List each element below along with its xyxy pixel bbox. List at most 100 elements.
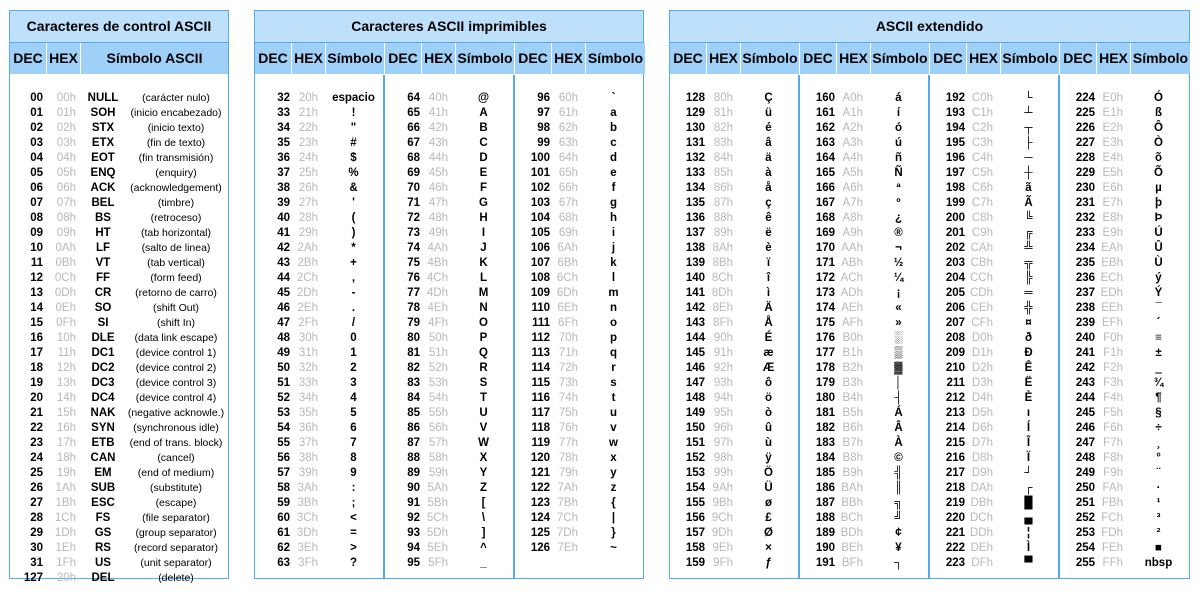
table-row: 207 CFh ¤ <box>930 316 1058 331</box>
symbol-cell: â <box>765 137 772 149</box>
table-row: 42 2Ah * <box>255 241 383 256</box>
dec-cell: 231 <box>1075 197 1095 209</box>
symbol-cell: 6 <box>350 422 357 434</box>
symbol-cell: ¡ <box>896 287 901 299</box>
hex-cell: EAh <box>1101 242 1123 254</box>
header-hex: HEX <box>837 43 871 74</box>
symbol-cell: ç <box>765 197 772 209</box>
hex-cell: B5h <box>842 407 863 419</box>
hex-cell: 87h <box>713 197 733 209</box>
dec-cell: 245 <box>1075 407 1095 419</box>
dec-cell: 149 <box>685 407 705 419</box>
table-row: 79 4Fh O <box>385 316 513 331</box>
table-row: 190 BEh ¥ <box>800 541 928 556</box>
symbol-cell: > <box>350 542 357 554</box>
hex-cell: 8Fh <box>713 317 733 329</box>
symbol-cell: EOT <box>91 152 115 164</box>
hex-cell: 5Ch <box>426 512 448 524</box>
dec-cell: 49 <box>277 347 290 359</box>
hex-cell: 5Fh <box>428 557 448 569</box>
header-symbol: Símbolo <box>741 43 800 74</box>
symbol-cell: ñ <box>894 152 903 164</box>
dec-cell: 58 <box>277 482 290 494</box>
hex-cell: 94h <box>713 392 733 404</box>
header-dec: DEC <box>800 43 837 74</box>
table-row: 09 09h HT (tab horizontal) <box>10 226 228 241</box>
hex-cell: 6Ah <box>557 242 578 254</box>
table-row: 29 1Dh GS (group separator) <box>10 526 228 541</box>
table-row: 73 49h I <box>385 226 513 241</box>
table-row: 82 52h R <box>385 361 513 376</box>
hex-cell: BCh <box>840 512 863 524</box>
table-row: 166 A6h ª <box>800 181 928 196</box>
dec-cell: 95 <box>407 557 420 569</box>
dec-cell: 07 <box>30 197 43 209</box>
dec-cell: 171 <box>815 257 835 269</box>
header-symbol: Símbolo <box>1131 43 1190 74</box>
dec-cell: 104 <box>530 212 550 224</box>
hex-cell: 2Ch <box>296 272 318 284</box>
hex-cell: 73h <box>558 377 578 389</box>
hex-cell: 98h <box>713 452 733 464</box>
symbol-cell: ú <box>894 137 903 149</box>
table-row: 246 F6h ÷ <box>1060 421 1189 436</box>
table-row: 93 5Dh] <box>385 526 513 541</box>
dec-cell: 27 <box>30 497 43 509</box>
table-row: 129 81h ü <box>670 106 798 121</box>
table-row: 245 F5h § <box>1060 406 1189 421</box>
table-row: 40 28h ( <box>255 211 383 226</box>
hex-cell: E4h <box>1102 152 1123 164</box>
dec-cell: 14 <box>30 302 43 314</box>
table-row: 91 5Bh [ <box>385 496 513 511</box>
table-row: 22 16h SYN (synchronous idle) <box>10 421 228 436</box>
hex-cell: CDh <box>969 287 993 299</box>
symbol-cell: Ö <box>764 467 773 479</box>
symbol-cell: \ <box>481 512 486 524</box>
table-row: 86 56h V <box>385 421 513 436</box>
symbol-cell: W <box>478 437 489 449</box>
dec-cell: 213 <box>945 407 965 419</box>
symbol-cell: é <box>765 122 772 134</box>
symbol-cell: ┴ <box>1024 107 1033 119</box>
dec-cell: 138 <box>685 242 705 254</box>
table-row: 211 D3h Ë <box>930 376 1058 391</box>
table-row: 72 48h H <box>385 211 513 226</box>
symbol-cell: DC4 <box>91 392 115 404</box>
table-row: 145 91h æ <box>670 346 798 361</box>
dec-cell: 98 <box>537 122 550 134</box>
table-row: 168 A8h ¿ <box>800 211 928 226</box>
hex-cell: 7Dh <box>556 527 578 539</box>
table-row: 209 D1h Ð <box>930 346 1058 361</box>
hex-cell: EBh <box>1101 257 1123 269</box>
dec-cell: 101 <box>530 167 550 179</box>
table-row: 217 D9h ┘ <box>930 466 1058 481</box>
symbol-cell: ┬ <box>1024 122 1033 134</box>
table-row: 75 4Bh K <box>385 256 513 271</box>
table-row: 140 8Ch î <box>670 271 798 286</box>
hex-cell: 35h <box>298 407 318 419</box>
dec-cell: 197 <box>945 167 965 179</box>
symbol-cell: À <box>894 437 903 449</box>
hex-cell: F0h <box>1103 332 1123 344</box>
symbol-cell: BEL <box>91 197 115 209</box>
dec-cell: 206 <box>945 302 965 314</box>
table-row: 238 EEh ¯ <box>1060 301 1189 316</box>
symbol-cell: $ <box>350 152 357 164</box>
dec-cell: 53 <box>277 407 290 419</box>
dec-cell: 41 <box>277 227 290 239</box>
hex-cell: A2h <box>842 122 863 134</box>
table-row: 41 29h) <box>255 226 383 241</box>
symbol-cell: X <box>479 452 488 464</box>
hex-cell: BFh <box>841 557 863 569</box>
table-row: 63 3Fh? <box>255 556 383 571</box>
dec-cell: 121 <box>530 467 550 479</box>
symbol-cell: ▀ <box>1024 557 1033 569</box>
symbol-cell: d <box>609 152 618 164</box>
hex-cell: 60h <box>558 92 578 104</box>
hex-cell: 7Ah <box>557 482 578 494</box>
symbol-cell: NULL <box>87 92 119 104</box>
symbol-cell: BS <box>95 212 111 224</box>
extended-chars-title: ASCII extendido <box>670 11 1189 43</box>
table-column: 224 E0h Ó 225 E1h ß 226 E2h Ô 227 E3h Ò 228 E4h õ 229 E5… <box>1060 75 1189 578</box>
symbol-cell: Ò <box>1154 137 1163 149</box>
